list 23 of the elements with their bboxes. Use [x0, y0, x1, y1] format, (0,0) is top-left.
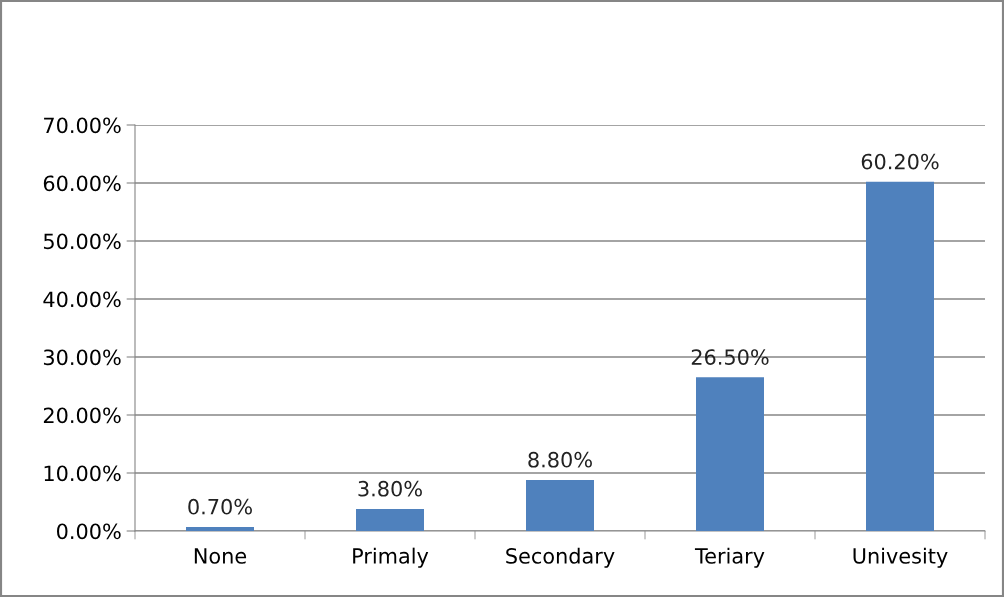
y-tick-label: 60.00%	[43, 175, 121, 192]
y-tick-label: 10.00%	[44, 465, 121, 482]
data-label: 8.80%	[528, 451, 592, 468]
bar	[526, 479, 594, 531]
y-tick-label: 0.00%	[57, 523, 121, 540]
y-tick-label: 70.00%	[44, 117, 121, 134]
bar	[696, 377, 764, 531]
y-tick-label: 50.00%	[43, 233, 121, 250]
x-tick-label: Primaly	[353, 547, 429, 568]
x-tick-label: Teriary	[694, 547, 765, 568]
bar	[866, 181, 934, 531]
y-tick-label: 20.00%	[43, 407, 121, 424]
data-label: 0.70%	[188, 498, 252, 515]
bar	[186, 526, 254, 531]
data-label: 60.20%	[861, 153, 939, 170]
bar	[356, 508, 424, 531]
y-tick-label: 40.00%	[43, 291, 121, 308]
data-label: 26.50%	[691, 349, 769, 365]
x-tick-label: None	[194, 548, 247, 564]
y-tick-label: 30.00%	[43, 349, 121, 366]
data-label: 3.80%	[358, 480, 422, 497]
x-tick-label: Secondary	[506, 547, 615, 568]
x-tick-label: Univesity	[853, 547, 948, 568]
